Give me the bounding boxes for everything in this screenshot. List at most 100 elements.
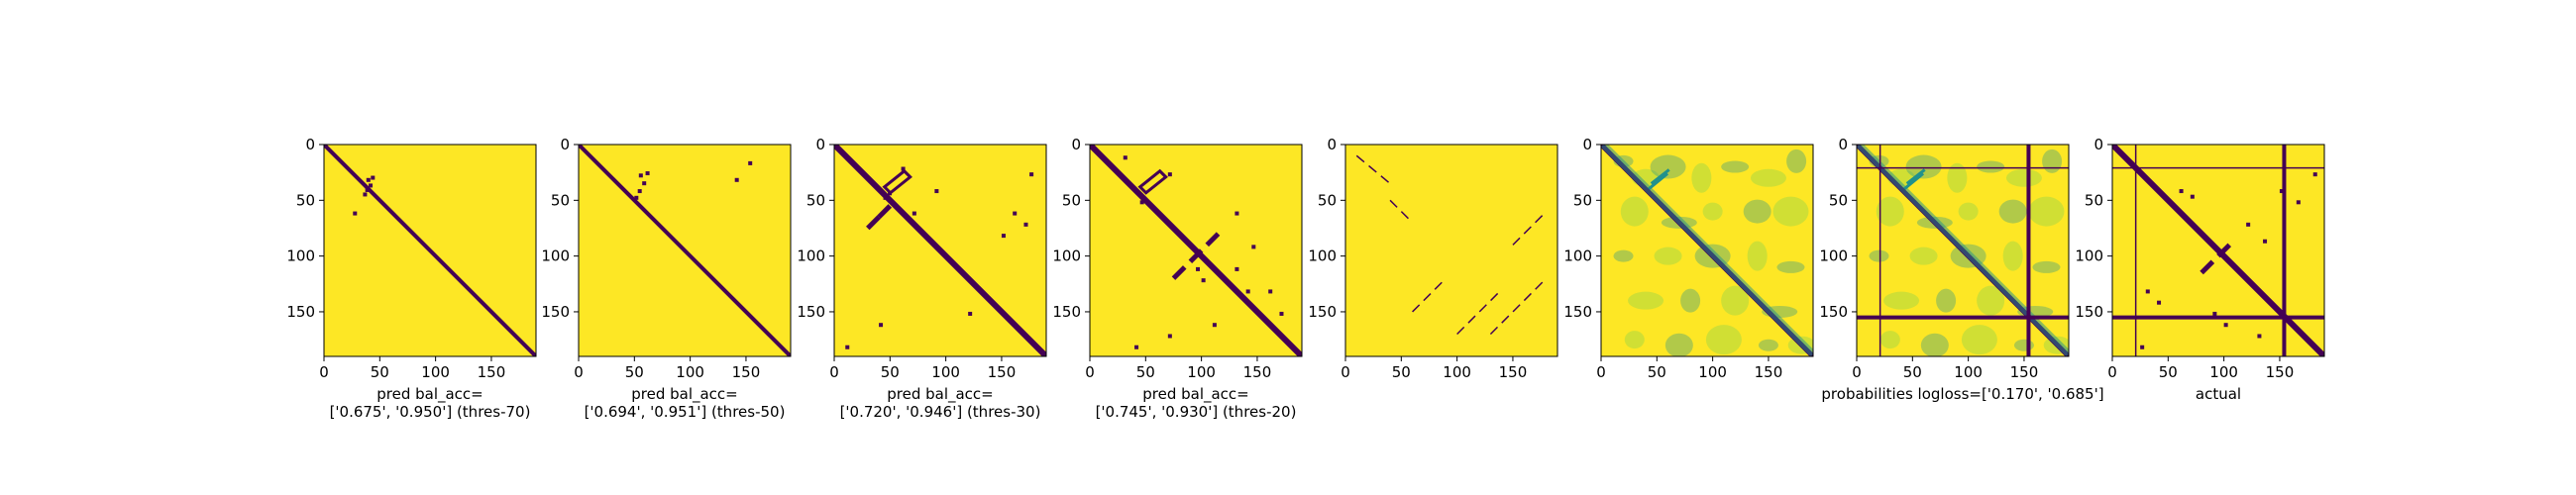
anti-diagonal-mark	[2216, 243, 2232, 258]
anti-diagonal-mark	[1171, 265, 1187, 280]
texture-blob	[1786, 148, 1807, 173]
y-tick-label: 100	[797, 248, 825, 265]
x-tick-label: 100	[1954, 363, 1983, 381]
x-tick-label: 50	[1903, 363, 1922, 381]
contact-mark	[883, 195, 888, 200]
heatmap-panel-6: 0 50 100 150 0 50 100 150	[1563, 136, 1814, 381]
texture-blob	[1920, 333, 1949, 356]
texture-blob	[2042, 148, 2063, 173]
contact-mark	[2140, 345, 2145, 349]
texture-blob	[2005, 168, 2042, 187]
contact-mark	[1245, 289, 1250, 294]
x-tick-label: 150	[1243, 363, 1272, 381]
x-tick-label: 100	[676, 363, 704, 381]
contact-mark	[2190, 194, 2195, 199]
y-tick-label: 0	[1327, 136, 1337, 153]
strand-mark	[1137, 168, 1168, 195]
contact-mark	[912, 211, 916, 216]
diagonal-mark	[579, 145, 791, 356]
contact-mark	[2179, 189, 2184, 194]
x-tick-label: 150	[478, 363, 506, 381]
contact-mark	[1134, 345, 1139, 349]
y-tick-label: 0	[1582, 136, 1592, 153]
y-tick-label: 150	[1819, 303, 1848, 321]
contact-mark	[363, 192, 368, 197]
y-tick-label: 100	[1052, 248, 1081, 265]
contact-mark	[638, 173, 643, 178]
texture-blob	[1721, 285, 1750, 316]
y-tick-label: 150	[1308, 303, 1337, 321]
heatmap-panel-3: 0 50 100 150 0 50 100 150 pred bal_acc=['0.720',…	[797, 136, 1047, 421]
y-tick-label: 50	[296, 191, 315, 209]
plot-frame	[578, 144, 792, 357]
diagonal-mark	[2112, 145, 2324, 356]
x-axis-label: actual	[2196, 385, 2241, 403]
y-tick-label: 100	[1563, 248, 1592, 265]
strand-mark	[882, 168, 912, 195]
y-tick-label: 100	[2075, 248, 2103, 265]
x-tick-label: 50	[2159, 363, 2178, 381]
x-tick-label: 0	[319, 363, 329, 381]
y-tick-label: 50	[1062, 191, 1081, 209]
texture-blob	[1721, 160, 1750, 173]
contact-mark	[634, 195, 639, 200]
y-tick-label: 50	[551, 191, 570, 209]
texture-blob	[2028, 196, 2065, 227]
contact-mark	[1167, 172, 1172, 177]
texture-blob	[1750, 168, 1786, 187]
x-tick-label: 150	[732, 363, 761, 381]
contact-mark	[845, 345, 850, 349]
contact-mark	[1251, 245, 1256, 249]
anti-diagonal-mark	[1188, 248, 1204, 264]
x-axis-label: ['0.720', '0.946'] (thres-30)	[840, 403, 1041, 421]
plot-frame	[1344, 144, 1558, 357]
heatmap-image	[579, 145, 791, 356]
heatmap-image	[1857, 145, 2069, 356]
x-tick-label: 150	[2010, 363, 2039, 381]
contact-mark	[934, 189, 939, 194]
contact-mark	[1268, 289, 1273, 294]
texture-blob	[1620, 196, 1649, 227]
texture-blob	[1947, 162, 1968, 193]
heatmap-image	[1345, 145, 1557, 356]
contact-mark	[642, 181, 647, 186]
contact-mark	[369, 183, 374, 188]
plot-frame	[1856, 144, 2070, 357]
texture-blob	[1664, 333, 1693, 356]
contact-dash-mark	[1412, 277, 1447, 313]
x-tick-label: 150	[1499, 363, 1528, 381]
texture-blob	[1650, 154, 1686, 179]
y-tick-label: 100	[286, 248, 315, 265]
contact-dash-mark	[1456, 288, 1503, 336]
y-tick-label: 50	[1318, 191, 1337, 209]
texture-blob	[1879, 331, 1900, 349]
x-axis-label: pred bal_acc=	[376, 385, 483, 404]
contact-mark	[901, 166, 906, 171]
texture-blob	[1776, 260, 1805, 273]
x-axis-label: ['0.745', '0.930'] (thres-20)	[1096, 403, 1297, 421]
x-tick-label: 100	[421, 363, 450, 381]
y-tick-label: 100	[1819, 248, 1848, 265]
x-tick-label: 100	[2209, 363, 2238, 381]
contact-mark	[1234, 211, 1239, 216]
heatmap-image	[834, 145, 1046, 356]
x-tick-label: 0	[1596, 363, 1606, 381]
texture-blob	[1624, 331, 1645, 349]
contact-mark	[879, 323, 884, 328]
plot-frame	[833, 144, 1047, 357]
y-tick-label: 150	[2075, 303, 2103, 321]
x-axis-label: ['0.675', '0.950'] (thres-70)	[330, 403, 531, 421]
contact-mark	[1167, 334, 1172, 339]
y-tick-label: 150	[797, 303, 825, 321]
texture-blob	[1869, 249, 1889, 262]
x-axis-label: pred bal_acc=	[1142, 385, 1249, 404]
contact-mark	[2312, 172, 2317, 177]
diagonal-mark	[834, 145, 1046, 356]
contact-dash-mark	[1355, 154, 1391, 184]
texture-blob	[1680, 288, 1701, 313]
contact-mark	[2296, 200, 2301, 205]
contact-mark	[1001, 234, 1006, 239]
texture-blob	[2032, 260, 2061, 273]
y-tick-label: 0	[560, 136, 570, 153]
